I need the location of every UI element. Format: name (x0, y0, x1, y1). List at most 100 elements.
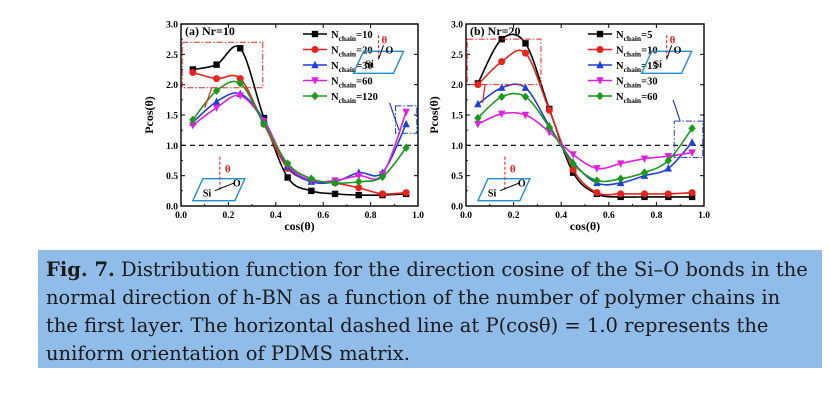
data-point (545, 106, 553, 114)
data-point (593, 189, 601, 197)
data-point (617, 174, 625, 183)
data-point (688, 149, 696, 157)
inset-theta-bottom: θ (225, 164, 231, 176)
y-tick-label: 2.5 (451, 51, 463, 61)
highlight-box-high (673, 120, 704, 158)
legend-marker (596, 77, 604, 85)
legend-label: Nchain=10 (331, 30, 373, 43)
legend-entry-3: Nchain=30 (588, 77, 658, 90)
legend-marker (311, 77, 319, 85)
data-point (189, 115, 197, 125)
legend-label: Nchain=5 (616, 30, 652, 43)
data-point (617, 190, 625, 198)
data-point (402, 143, 410, 152)
legend-marker (311, 91, 319, 101)
series-4 (189, 79, 410, 188)
data-point (569, 166, 577, 174)
x-tick-label: 0.4 (555, 211, 567, 221)
figure-7: 0.0 0.2 0.4 0.6 0.8 1.0 0.0 0.5 1.0 1.5 2.0 2.5 3.0 c… (142, 21, 710, 234)
legend-entry-0: Nchain=5 (588, 30, 652, 43)
data-point (378, 172, 387, 182)
x-tick-label: 0.2 (508, 211, 520, 221)
data-point (498, 110, 506, 118)
data-point (283, 159, 292, 168)
data-point (569, 151, 577, 159)
y-tick-label: 2.5 (166, 51, 178, 61)
data-point (664, 156, 672, 165)
data-point (355, 184, 363, 192)
data-point (664, 164, 672, 172)
y-tick-label: 2.0 (451, 81, 463, 91)
data-point (308, 187, 315, 195)
inset-plane-bottom (191, 177, 246, 202)
data-point (640, 168, 649, 177)
highlight-box-low (181, 41, 264, 89)
arrow-high (672, 99, 681, 122)
data-point (498, 83, 506, 91)
data-point (307, 174, 316, 183)
series-line (192, 92, 407, 185)
inset-bond-top (666, 45, 673, 60)
highlight-box-low (466, 38, 542, 86)
series-line (192, 94, 407, 183)
data-point (545, 122, 553, 132)
legend-marker (596, 30, 604, 38)
data-point (688, 193, 696, 201)
legend-label: Nchain=10 (616, 46, 658, 59)
x-tick-label: 0.8 (365, 211, 377, 221)
data-point (213, 61, 220, 68)
x-tick-label: 0.8 (650, 211, 662, 221)
y-tick-label: 1.0 (166, 142, 178, 152)
x-tick-label: 1.0 (698, 211, 710, 221)
arrow-low (482, 84, 486, 103)
legend-marker (596, 60, 604, 69)
legend-marker (596, 46, 604, 53)
data-point (212, 104, 221, 112)
data-point (474, 81, 482, 89)
y-tick-label: 0.5 (451, 172, 463, 182)
legend-entry-3: Nchain=60 (303, 77, 373, 90)
arrow-high (388, 102, 400, 131)
inset-theta-top: θ (670, 34, 676, 46)
y-axis-label: Pcos(θ) (427, 96, 441, 134)
y-tick-label: 0.0 (451, 203, 463, 213)
legend-entry-2: Nchain=15 (588, 60, 658, 74)
legend-entry-2: Nchain=30 (303, 60, 373, 74)
inset-plane-top (352, 50, 405, 75)
data-point (402, 189, 410, 197)
data-point (355, 177, 363, 186)
data-point (521, 92, 530, 101)
series-line (192, 80, 407, 184)
data-point (474, 99, 482, 108)
data-point (474, 113, 482, 123)
data-point (521, 111, 530, 120)
data-point (688, 124, 696, 133)
data-point (688, 189, 696, 197)
x-tick-label: 0.2 (222, 211, 234, 221)
data-point (331, 178, 339, 188)
x-axis-label: cos(θ) (284, 219, 314, 233)
data-point (237, 45, 244, 52)
inset-plane-top (640, 50, 693, 75)
y-tick-label: 3.0 (451, 21, 463, 31)
data-point (593, 165, 601, 173)
data-point (474, 120, 482, 129)
data-point (688, 138, 696, 146)
y-tick-label: 1.5 (451, 112, 463, 122)
x-tick-label: 0.6 (603, 211, 615, 221)
series-3 (189, 92, 410, 185)
legend-entry-1: Nchain=20 (303, 46, 373, 59)
x-tick-label: 0.0 (460, 211, 472, 221)
data-point (522, 40, 529, 47)
x-tick-label: 0.6 (317, 211, 329, 221)
data-point (189, 69, 197, 77)
data-point (236, 79, 244, 88)
y-tick-label: 1.5 (166, 112, 178, 122)
y-tick-label: 3.0 (166, 21, 178, 31)
legend-entry-4: Nchain=60 (588, 91, 658, 105)
panel-b: 0.0 0.2 0.4 0.6 0.8 1.0 0.0 0.5 1.0 1.5 2.0 2.5 3.0 c… (427, 21, 710, 234)
series-line (192, 45, 407, 197)
inset-o-bottom: O (233, 179, 241, 190)
legend-label: Nchain=15 (616, 61, 658, 74)
data-point (498, 92, 506, 101)
